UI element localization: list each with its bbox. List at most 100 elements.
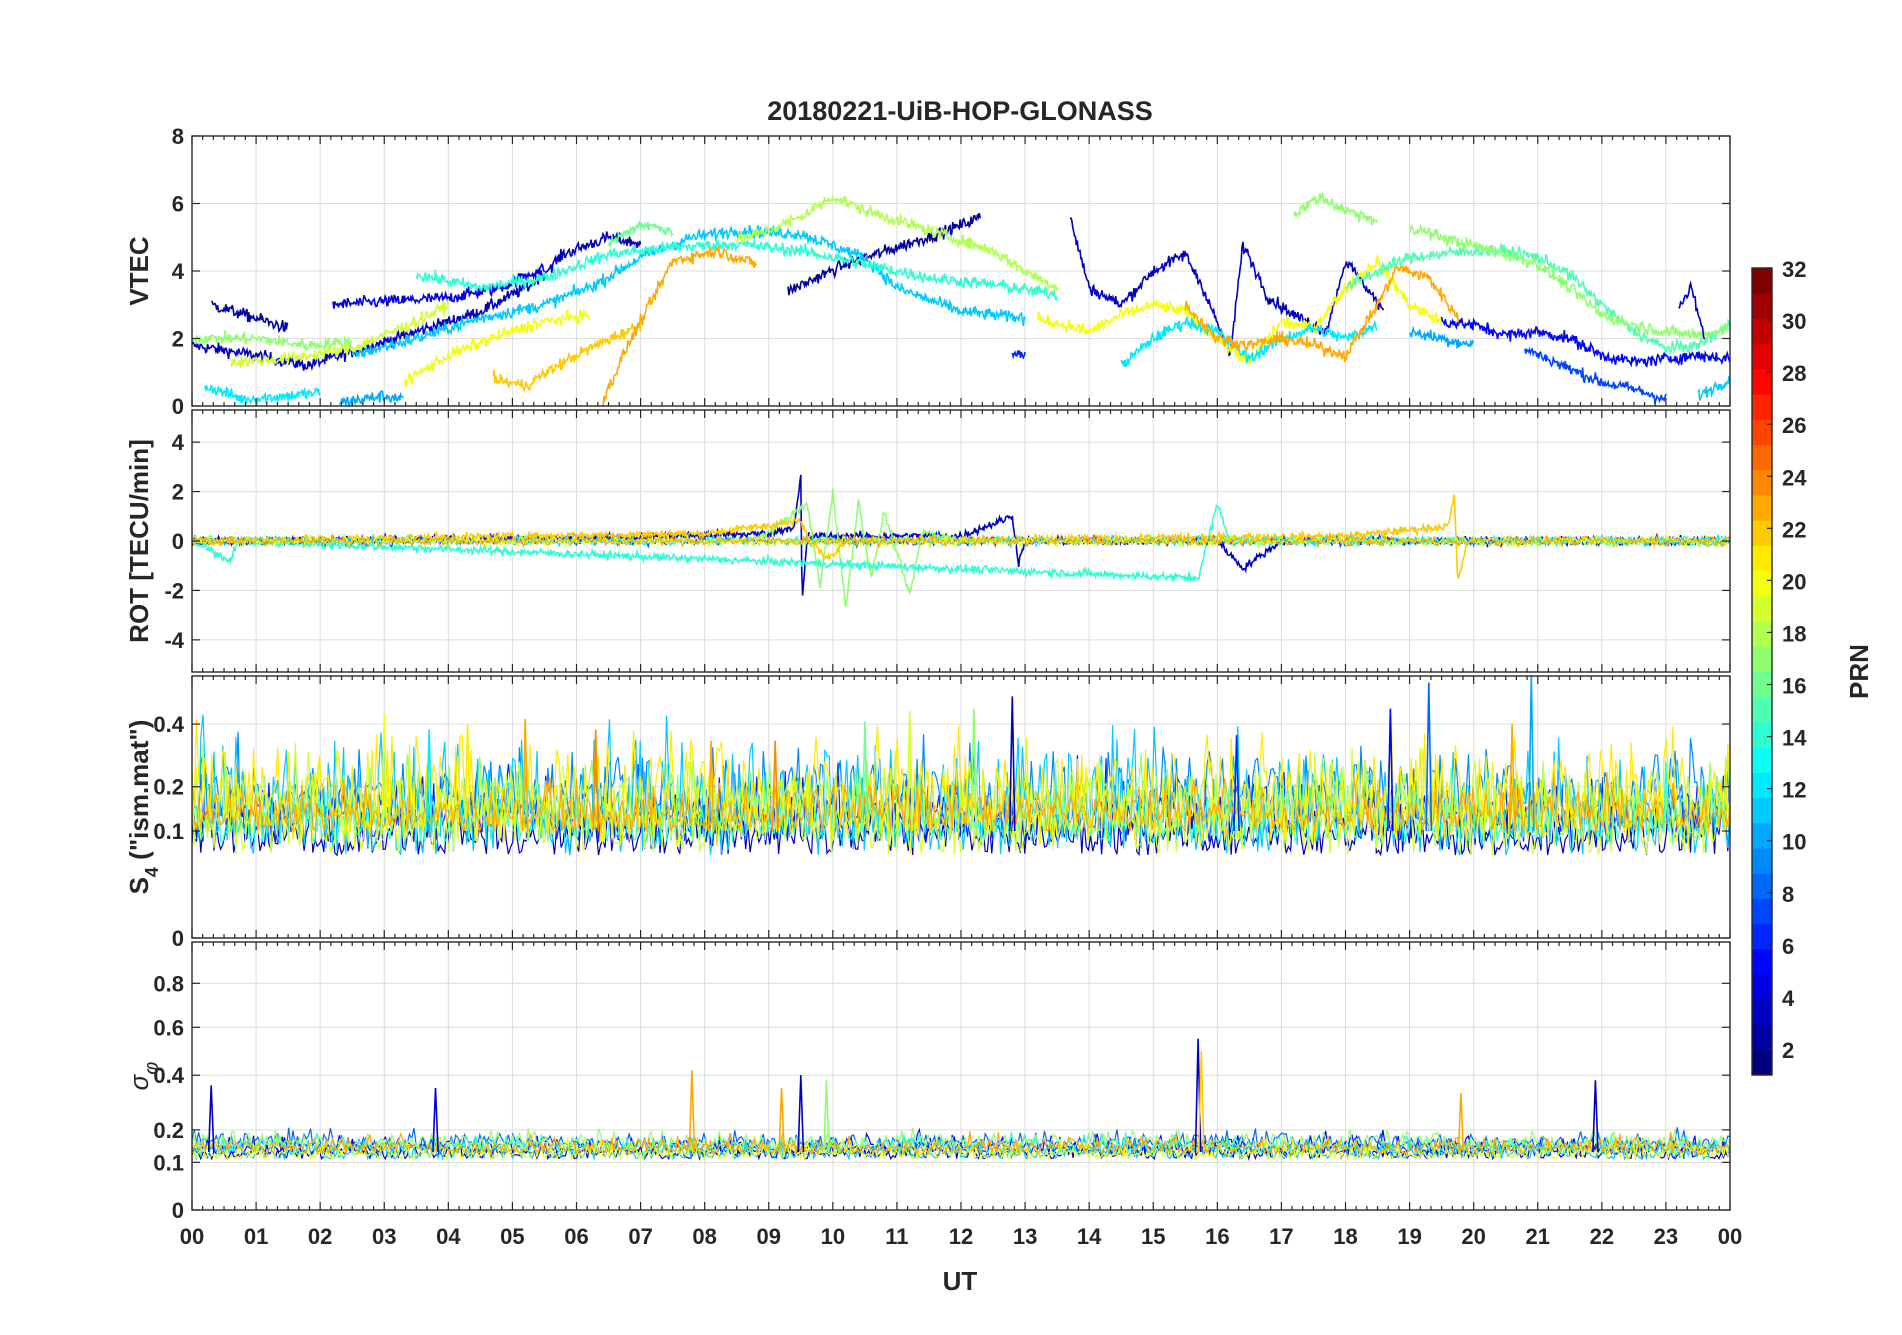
colorbar-tick-label: 2 xyxy=(1782,1038,1794,1063)
colorbar-segment xyxy=(1752,368,1772,395)
vtec-series-prn-11 xyxy=(351,224,1026,358)
vtec-series-prn-3 xyxy=(1678,280,1706,340)
s4-peak-prn-17 xyxy=(970,708,978,832)
vtec-series-prn-17 xyxy=(192,330,353,352)
s4-peak-prn-20 xyxy=(380,713,388,832)
colorbar-segment xyxy=(1752,873,1772,899)
vtec-series-prn-15 xyxy=(1345,243,1730,356)
sigma_phi-peak-prn-23 xyxy=(1457,1093,1465,1153)
colorbar-tick-label: 24 xyxy=(1782,465,1807,490)
colorbar-segment xyxy=(1752,999,1772,1026)
s4-peak-prn-24 xyxy=(592,729,600,832)
s4-trace-prn-19 xyxy=(192,742,1730,856)
x-tick-label: 10 xyxy=(821,1224,845,1249)
rot-noise-prn-23 xyxy=(192,533,1730,549)
sigma_phi-peak-prn-3 xyxy=(797,1075,805,1153)
x-tick-label: 01 xyxy=(244,1224,268,1249)
colorbar-tick-label: 18 xyxy=(1782,621,1806,646)
sigma_phi-peak-prn-23 xyxy=(778,1087,785,1153)
y-tick-label: 2 xyxy=(172,327,184,352)
colorbar-tick-label: 20 xyxy=(1782,569,1806,594)
sigma_phi-trace-prn-17 xyxy=(192,1126,1730,1151)
x-tick-label: 20 xyxy=(1461,1224,1485,1249)
y-tick-label: -4 xyxy=(164,628,184,653)
s4-peak-prn-23 xyxy=(1508,724,1516,832)
colorbar-segment xyxy=(1752,1049,1772,1076)
vtec-series-prn-2 xyxy=(211,300,289,334)
vtec-series-prn-12 xyxy=(204,384,321,406)
x-tick-label: 23 xyxy=(1654,1224,1678,1249)
x-axis-label: UT xyxy=(943,1266,978,1296)
x-tick-label: 22 xyxy=(1590,1224,1614,1249)
colorbar-segment xyxy=(1752,444,1772,471)
y-axis-label-s4: S4 ("ism.mat") xyxy=(124,720,162,895)
vtec-series-prn-4 xyxy=(332,262,546,309)
colorbar-segment xyxy=(1752,469,1772,496)
vtec-series-prn-6 xyxy=(1011,350,1026,360)
y-tick-label: 0 xyxy=(172,1198,184,1223)
x-tick-label: 02 xyxy=(308,1224,332,1249)
colorbar-tick-label: 28 xyxy=(1782,361,1806,386)
s4-peak-prn-14 xyxy=(1662,762,1670,832)
sigma_phi-trace-prn-23 xyxy=(192,1131,1730,1156)
colorbar-tick-label: 16 xyxy=(1782,674,1806,699)
x-tick-label: 00 xyxy=(180,1224,204,1249)
colorbar-segment xyxy=(1752,822,1772,849)
s4-peak-prn-23 xyxy=(521,718,529,832)
colorbar-frame xyxy=(1751,267,1773,1076)
s4-peak-prn-8 xyxy=(1425,682,1433,832)
x-tick-label: 08 xyxy=(692,1224,716,1249)
s4-trace-prn-23 xyxy=(192,771,1730,833)
y-tick-label: 0.8 xyxy=(153,971,184,996)
colorbar-segment xyxy=(1752,494,1772,521)
y-tick-label: 0.1 xyxy=(153,819,184,844)
colorbar-tick-label: 30 xyxy=(1782,309,1806,334)
sigma_phi-trace-prn-20 xyxy=(192,1136,1730,1161)
colorbar-tick-label: 12 xyxy=(1782,778,1806,803)
vtec-series-prn-10 xyxy=(1408,325,1475,349)
colorbar-segment xyxy=(1752,848,1772,874)
panel-data xyxy=(192,474,1730,608)
x-tick-label: 19 xyxy=(1397,1224,1421,1249)
sigma_phi-peak-prn-17 xyxy=(823,1080,830,1153)
colorbar-tick-label: 4 xyxy=(1782,986,1795,1011)
colorbar-segment xyxy=(1752,268,1772,294)
colorbar-segment xyxy=(1752,721,1772,748)
colorbar-segment xyxy=(1752,293,1772,319)
x-tick-label: 11 xyxy=(885,1224,908,1249)
colorbar-segment xyxy=(1752,646,1772,672)
panel-rot: -4 -2 0 2 4 ROT [TECU/min] xyxy=(124,409,1731,673)
colorbar-tick-label: 26 xyxy=(1782,413,1806,438)
vtec-series-prn-22 xyxy=(492,321,642,393)
y-tick-label: 6 xyxy=(172,192,184,217)
x-tick-label: 16 xyxy=(1205,1224,1229,1249)
vtec-series-prn-19 xyxy=(230,298,450,370)
vtec-series-prn-16 xyxy=(607,221,674,247)
colorbar-segment xyxy=(1752,747,1772,773)
vtec-series-prn-10 xyxy=(338,390,404,406)
colorbar-segment xyxy=(1752,671,1772,698)
vtec-series-prn-5 xyxy=(1440,316,1730,368)
y-tick-label: 4 xyxy=(172,430,185,455)
colorbar-tick-label: 8 xyxy=(1782,882,1794,907)
vtec-series-prn-17 xyxy=(1409,223,1730,342)
s4-peak-prn-23 xyxy=(707,740,715,832)
rot-noise-prn-17 xyxy=(192,533,1730,550)
colorbar-segment xyxy=(1752,545,1772,572)
vtec-series-prn-17 xyxy=(1293,192,1379,227)
panel-sigma_phi: 0 0.1 0.2 0.4 0.6 0.8 σφ 00 01 02 03 04 05 06 07 08 09 10… xyxy=(124,941,1742,1249)
x-tick-label: 12 xyxy=(949,1224,973,1249)
colorbar-segment xyxy=(1752,570,1772,597)
colorbar-segment xyxy=(1752,520,1772,546)
y-tick-label: 0 xyxy=(172,529,184,554)
y-axis-label-rot: ROT [TECU/min] xyxy=(124,439,154,643)
colorbar-tick-label: 6 xyxy=(1782,934,1794,959)
vtec-series-prn-18 xyxy=(735,194,1058,292)
vtec-series-prn-7 xyxy=(1524,346,1667,406)
x-tick-label: 00 xyxy=(1718,1224,1742,1249)
sigma_phi-peak-prn-4 xyxy=(432,1087,439,1153)
chart-title: 20180221-UiB-HOP-GLONASS xyxy=(767,96,1153,126)
sigma_phi-peak-prn-3 xyxy=(1592,1080,1599,1153)
